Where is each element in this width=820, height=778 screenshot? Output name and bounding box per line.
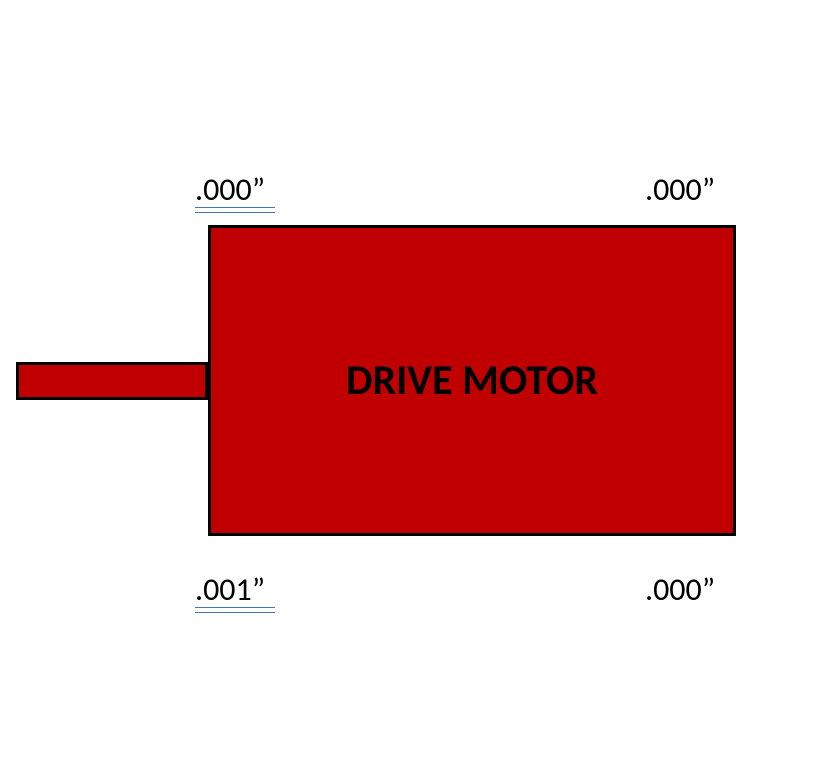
motor-label: DRIVE MOTOR xyxy=(346,355,598,406)
motor-body: DRIVE MOTOR xyxy=(208,225,736,536)
measurement-top-left: .000” xyxy=(195,170,265,209)
measurement-bottom-right: .000” xyxy=(645,570,715,609)
measurement-bottom-left: .001” xyxy=(195,570,265,609)
motor-shaft xyxy=(16,362,208,400)
measurement-top-right: .000” xyxy=(645,170,715,209)
